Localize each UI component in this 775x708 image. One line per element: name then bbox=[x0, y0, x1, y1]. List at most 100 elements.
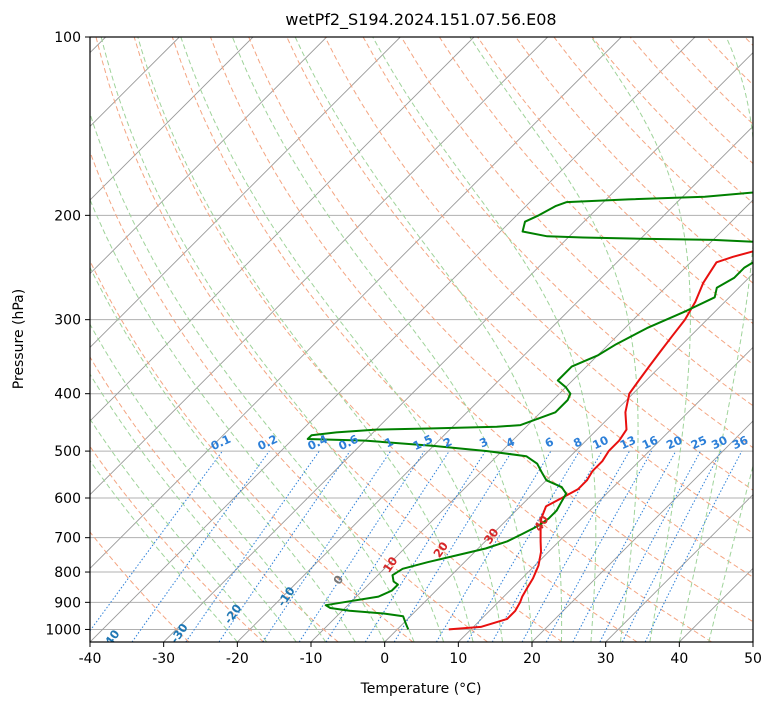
mixing-ratio-line bbox=[621, 450, 722, 642]
dry-adiabat-line bbox=[248, 37, 753, 578]
background-lines bbox=[90, 37, 753, 642]
isotherm-line bbox=[90, 37, 254, 201]
x-tick-label: 10 bbox=[449, 651, 467, 667]
mixing-ratio-line bbox=[572, 450, 677, 642]
y-tick-label: 900 bbox=[54, 595, 81, 611]
mixing-ratio-line bbox=[185, 450, 320, 642]
x-tick-label: 40 bbox=[670, 651, 688, 667]
isotherm-line bbox=[384, 273, 753, 642]
dry-adiabat-line bbox=[95, 37, 563, 642]
mixing-ratio-label: 4 bbox=[504, 434, 517, 450]
y-tick-label: 100 bbox=[54, 30, 81, 46]
dry-adiabat-line bbox=[591, 37, 753, 204]
dry-adiabat-line bbox=[668, 37, 753, 125]
x-tick-label: -30 bbox=[152, 651, 175, 667]
dry-adiabat-line bbox=[90, 445, 264, 642]
mixing-ratio-label: 0.2 bbox=[255, 432, 279, 453]
mixing-ratio-line bbox=[393, 450, 513, 642]
moist-adiabat-line bbox=[372, 37, 597, 642]
moist-adiabat-line bbox=[90, 373, 297, 642]
isotherm-line bbox=[605, 494, 753, 642]
isotherm-line bbox=[458, 346, 753, 642]
dry-adiabat-line bbox=[90, 531, 190, 642]
mixing-ratio-line bbox=[599, 450, 701, 642]
dry-adiabat-line bbox=[90, 259, 414, 642]
moist-adiabat-line bbox=[137, 37, 474, 642]
y-axis-label: Pressure (hPa) bbox=[11, 289, 27, 389]
mixing-ratio-label: 0.1 bbox=[209, 432, 233, 453]
x-tick-label: -10 bbox=[300, 651, 323, 667]
mixing-ratio-label: 0.4 bbox=[305, 432, 329, 453]
mixing-ratio-label: 36 bbox=[730, 433, 750, 452]
y-tick-label: 400 bbox=[54, 387, 81, 403]
x-tick-label: 50 bbox=[744, 651, 762, 667]
isotherm-line bbox=[237, 125, 753, 642]
x-tick-label: 30 bbox=[597, 651, 615, 667]
isotherm-line bbox=[90, 37, 327, 275]
dry-adiabat-label: 40 bbox=[531, 513, 552, 534]
isotherm-line bbox=[90, 37, 548, 496]
isotherm-line bbox=[90, 37, 622, 569]
dry-adiabat-label: -40 bbox=[99, 627, 122, 652]
x-axis-label: Temperature (°C) bbox=[360, 681, 482, 697]
isotherm-line bbox=[163, 52, 753, 642]
mixing-ratio-label: 1.5 bbox=[411, 432, 435, 453]
plot-frame bbox=[89, 36, 754, 643]
y-tick-label: 700 bbox=[54, 531, 81, 547]
moist-adiabat-line bbox=[180, 37, 503, 642]
mixing-ratio-line bbox=[467, 450, 580, 642]
x-tick-label: -20 bbox=[226, 651, 249, 667]
moist-adiabat-line bbox=[90, 459, 238, 642]
dry-adiabat-label: -20 bbox=[221, 601, 244, 626]
dry-adiabat-line bbox=[324, 37, 753, 491]
dry-adiabat-line bbox=[438, 37, 753, 366]
dry-adiabat-line bbox=[171, 37, 712, 642]
dry-adiabat-line bbox=[90, 150, 488, 642]
y-tick-label: 800 bbox=[54, 565, 81, 581]
dry-adiabat-line bbox=[515, 37, 753, 284]
curve-labels: 0.10.20.40.611.52346810131620253036-100-… bbox=[24, 432, 750, 652]
isotherm-line bbox=[531, 420, 753, 642]
isotherm-line bbox=[90, 37, 696, 642]
moist-adiabat-line bbox=[590, 37, 691, 642]
dry-adiabat-line bbox=[133, 37, 638, 642]
moist-adiabat-line bbox=[294, 37, 563, 642]
mixing-ratio-line bbox=[262, 450, 392, 642]
mixing-ratio-label: 13 bbox=[618, 433, 638, 452]
x-tick-label: -40 bbox=[79, 651, 102, 667]
y-tick-label: 500 bbox=[54, 444, 81, 460]
mixing-ratio-label: 25 bbox=[689, 433, 709, 452]
dewpoint-profile-line bbox=[306, 191, 753, 630]
mixing-ratio-label: 0.6 bbox=[336, 432, 360, 453]
moist-adiabat-line bbox=[90, 266, 356, 642]
moist-adiabat-line bbox=[678, 37, 753, 642]
mixing-ratio-line bbox=[521, 450, 630, 642]
isotherm-line bbox=[90, 37, 401, 348]
mixing-ratio-line bbox=[218, 450, 351, 642]
mixing-ratio-line bbox=[298, 450, 425, 642]
dry-adiabat-line bbox=[362, 37, 753, 449]
moist-adiabat-line bbox=[90, 111, 415, 642]
isotherm-line bbox=[752, 641, 753, 642]
moist-adiabat-line bbox=[90, 198, 386, 642]
x-tick-label: 20 bbox=[523, 651, 541, 667]
mixing-ratio-label: 20 bbox=[664, 433, 684, 452]
axes: -40 -30 -20 -10 0 10 20 30 40 5010020030040050060… bbox=[45, 30, 762, 667]
isotherm-line bbox=[90, 37, 475, 422]
mixing-ratio-label: 16 bbox=[640, 433, 660, 452]
moist-adiabat-line bbox=[469, 37, 639, 642]
y-tick-label: 200 bbox=[54, 208, 81, 224]
mixing-ratio-line bbox=[644, 450, 743, 642]
profile-lines bbox=[306, 191, 753, 631]
chart-title: wetPf2_S194.2024.151.07.56.E08 bbox=[285, 10, 556, 30]
dry-adiabat-line bbox=[90, 356, 339, 642]
mixing-ratio-line bbox=[325, 450, 450, 642]
mixing-ratio-label: 30 bbox=[709, 433, 729, 452]
dry-adiabat-line bbox=[553, 37, 753, 244]
dry-adiabat-line bbox=[744, 37, 753, 47]
isotherm-line bbox=[679, 567, 753, 642]
y-tick-label: 300 bbox=[54, 313, 81, 329]
dry-adiabat-line bbox=[400, 37, 753, 407]
dry-adiabat-label: -50 bbox=[24, 627, 47, 652]
